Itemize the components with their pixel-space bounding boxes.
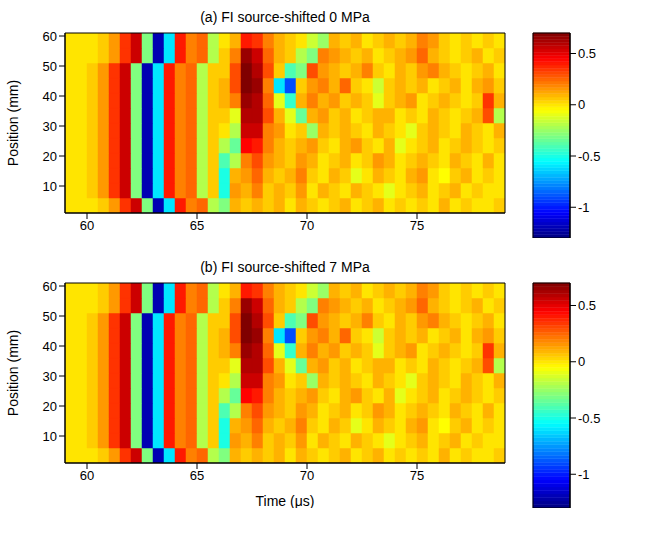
svg-text:Position (mm): Position (mm) — [5, 330, 21, 416]
svg-text:65: 65 — [190, 468, 204, 483]
svg-text:-0.5: -0.5 — [578, 149, 600, 164]
svg-text:-0.5: -0.5 — [578, 411, 600, 426]
svg-text:50: 50 — [43, 309, 57, 324]
svg-text:20: 20 — [43, 149, 57, 164]
svg-text:60: 60 — [43, 279, 57, 294]
svg-text:0: 0 — [578, 97, 585, 112]
svg-text:-1: -1 — [578, 200, 590, 215]
svg-text:Time (μs): Time (μs) — [256, 493, 315, 508]
svg-text:65: 65 — [190, 218, 204, 233]
svg-text:10: 10 — [43, 179, 57, 194]
svg-text:0.5: 0.5 — [578, 298, 596, 313]
svg-text:0: 0 — [578, 354, 585, 369]
html-text:(a) FI source-shifted 0 MPa: (a) FI source-shifted 0 MPa — [200, 9, 370, 25]
svg-text:30: 30 — [43, 369, 57, 384]
svg-text:70: 70 — [300, 468, 314, 483]
svg-text:20: 20 — [43, 399, 57, 414]
svg-text:-1: -1 — [578, 467, 590, 482]
svg-text:10: 10 — [43, 429, 57, 444]
svg-text:0.5: 0.5 — [578, 46, 596, 61]
svg-text:75: 75 — [410, 468, 424, 483]
svg-text:30: 30 — [43, 119, 57, 134]
svg-text:60: 60 — [43, 29, 57, 44]
svg-text:70: 70 — [300, 218, 314, 233]
svg-text:60: 60 — [80, 468, 94, 483]
svg-text:50: 50 — [43, 59, 57, 74]
svg-text:75: 75 — [410, 218, 424, 233]
html-text:(b) FI source-shifted 7 MPa: (b) FI source-shifted 7 MPa — [200, 259, 370, 275]
svg-text:40: 40 — [43, 339, 57, 354]
svg-text:40: 40 — [43, 89, 57, 104]
svg-text:60: 60 — [80, 218, 94, 233]
svg-text:Position (mm): Position (mm) — [5, 80, 21, 166]
